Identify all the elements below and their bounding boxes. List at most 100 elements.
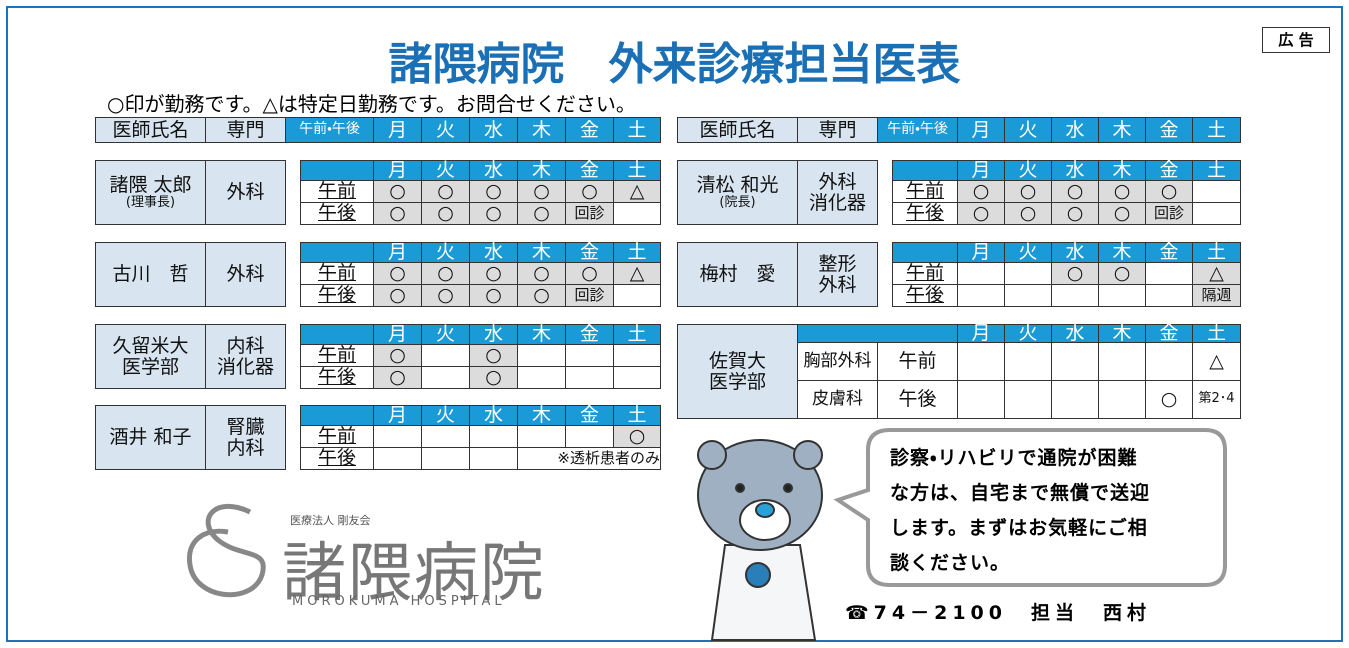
specialty: 外科 消化器	[797, 160, 878, 225]
schedule-cell: ○	[517, 180, 566, 203]
bear	[697, 439, 823, 641]
day-header: 月	[373, 324, 422, 345]
schedule-cell	[957, 380, 1005, 419]
schedule-cell: 回診	[565, 202, 614, 225]
doctor-name-text: 梅村 愛	[699, 263, 776, 286]
schedule-cell	[421, 344, 470, 367]
schedule-cell	[613, 344, 661, 367]
schedule-cell: ○	[373, 366, 422, 389]
time-label: 午前	[892, 262, 958, 285]
schedule-cell	[1051, 342, 1099, 381]
day-header: 火	[421, 242, 470, 263]
schedule-cell	[957, 342, 1005, 381]
schedule-cell	[517, 344, 566, 367]
schedule-cell	[565, 366, 614, 389]
logo-corporation: 医療法人 剛友会	[290, 514, 371, 527]
day-header: 水	[469, 242, 518, 263]
schedule-cell: ○	[373, 284, 422, 307]
schedule-cell: ○	[957, 202, 1005, 225]
day-header: 金	[565, 160, 614, 181]
schedule-cell: ○	[469, 180, 518, 203]
schedule-cell	[1192, 180, 1241, 203]
day-header: 金	[565, 324, 614, 345]
schedule-cell	[1051, 380, 1099, 419]
day-header: 月	[957, 242, 1005, 263]
schedule-cell: ○	[421, 180, 470, 203]
time-label: 午後	[877, 380, 958, 419]
header-cell: 午前・午後	[285, 117, 374, 143]
header-cell: 木	[517, 117, 566, 143]
day-header: 火	[1004, 160, 1052, 181]
day-header: 金	[565, 405, 614, 426]
header-cell: 土	[1192, 117, 1241, 143]
doctor-name-text: 酒井 和子	[109, 426, 192, 449]
header-cell: 医師氏名	[677, 117, 798, 143]
schedule-cell	[1098, 380, 1146, 419]
schedule-cell: ○	[469, 366, 518, 389]
schedule-cell: △	[613, 262, 661, 285]
time-label: 午前	[300, 425, 374, 448]
day-header: 水	[469, 324, 518, 345]
header-cell: 土	[613, 117, 661, 143]
specialty: 腎臓 内科	[205, 405, 286, 470]
schedule-cell	[1004, 284, 1052, 307]
day-header: 水	[1051, 160, 1099, 181]
schedule-cell: ○	[1051, 180, 1099, 203]
time-label: 午前	[300, 180, 374, 203]
day-header: 月	[373, 405, 422, 426]
day-header: 土	[613, 242, 661, 263]
day-header: 水	[1051, 323, 1099, 344]
day-header: 火	[1004, 323, 1052, 344]
schedule-cell: ○	[1004, 180, 1052, 203]
day-header: 土	[1192, 323, 1241, 344]
day-header: 月	[957, 160, 1005, 181]
schedule-cell: ○	[957, 180, 1005, 203]
schedule-cell: ○	[1098, 202, 1146, 225]
time-label: 午前	[877, 342, 958, 381]
day-header: 土	[613, 160, 661, 181]
day-header: 土	[613, 405, 661, 426]
ad-label: 広 告	[1262, 27, 1330, 53]
schedule-cell	[957, 262, 1005, 285]
schedule-cell: △	[613, 180, 661, 203]
header-cell: 午前・午後	[877, 117, 958, 143]
schedule-cell: ○	[373, 344, 422, 367]
schedule-cell	[1051, 284, 1099, 307]
doctor-name: 諸隈 太郎 (理事長)	[95, 160, 206, 225]
day-header: 木	[517, 324, 566, 345]
schedule-cell: ○	[469, 344, 518, 367]
schedule-cell: ○	[373, 262, 422, 285]
schedule-cell: ○	[1098, 262, 1146, 285]
header-cell: 水	[469, 117, 518, 143]
schedule-cell: 回診	[565, 284, 614, 307]
schedule-cell	[373, 447, 422, 470]
day-header: 火	[1004, 242, 1052, 263]
title: 諸隈病院 外来診療担当医表	[388, 39, 961, 90]
schedule-cell: ○	[517, 284, 566, 307]
frame	[6, 6, 1343, 642]
schedule-cell	[1098, 342, 1146, 381]
doctor-role: (院長)	[719, 194, 756, 210]
schedule-cell	[613, 284, 661, 307]
day-header: 金	[1145, 323, 1193, 344]
day-header: 火	[421, 405, 470, 426]
header-cell: 火	[1004, 117, 1052, 143]
schedule-cell	[957, 284, 1005, 307]
doctor-name: 清松 和光 (院長)	[677, 160, 798, 225]
header-cell: 月	[957, 117, 1005, 143]
header-cell: 金	[1145, 117, 1193, 143]
schedule-cell	[1192, 202, 1241, 225]
schedule-cell	[1145, 262, 1193, 285]
contact: ☎74－2100 担当 西村	[845, 602, 1151, 624]
schedule-cell: ○	[421, 202, 470, 225]
day-header: 月	[957, 323, 1005, 344]
doctor-name: 古川 哲	[95, 242, 206, 307]
header-cell: 金	[565, 117, 614, 143]
schedule-cell	[469, 447, 518, 470]
logo-name: 諸隈病院	[282, 537, 546, 611]
message: 診察・リハビリで通院が困難 な方は、自宅まで無償で送迎 します。まずはお気軽にご…	[890, 447, 1151, 574]
doctor-role: (理事長)	[125, 194, 176, 210]
day-header: 木	[517, 405, 566, 426]
day-header: 土	[613, 324, 661, 345]
